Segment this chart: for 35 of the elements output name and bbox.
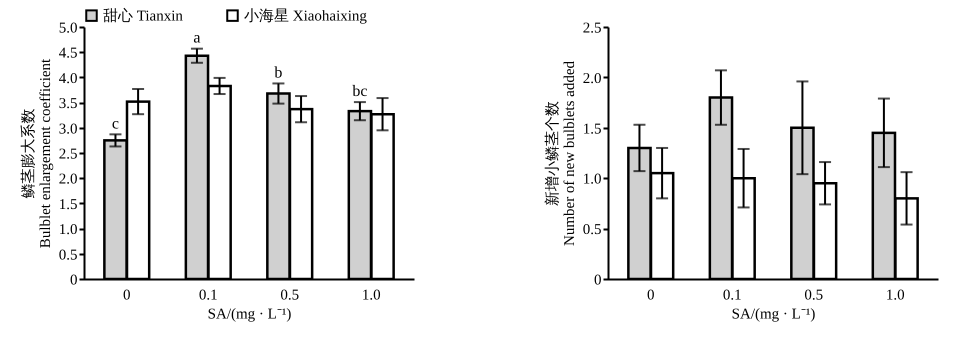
x-tick-label: 1.0: [886, 288, 905, 304]
y-tick-label: 0.5: [582, 222, 602, 238]
y-tick-label: 4.0: [58, 70, 78, 87]
y-tick-label: 5.0: [58, 20, 78, 36]
legend-label: 小海星 Xiaohaixing: [244, 8, 368, 25]
y-axis-title: 新增小鳞茎个数 Number of new bulblets added: [544, 60, 578, 246]
annotation: a: [193, 30, 200, 47]
y-tick-label: 1.0: [582, 172, 602, 188]
x-axis-title: SA/(mg · L⁻¹): [208, 306, 292, 322]
y-tick-label: 1.5: [58, 196, 78, 213]
y-tick-label: 0.5: [58, 247, 78, 264]
x-tick-label: 0.5: [804, 288, 824, 304]
x-tick-label: 0: [647, 288, 655, 304]
y-tick-label: 2.5: [58, 146, 78, 162]
x-axis-title: SA/(mg · L⁻¹): [732, 306, 816, 322]
annotation: bc: [352, 83, 368, 100]
y-tick-label: 3.0: [58, 121, 78, 138]
annotation: b: [274, 64, 282, 82]
y-tick-label: 3.5: [58, 96, 78, 112]
y-tick-label: 1.0: [58, 222, 78, 238]
y-axis-title: 鳞茎膨大系数 Bulblet enlargement coefficient: [20, 58, 54, 248]
y-tick-label: 2.5: [582, 20, 602, 36]
x-tick-label: 0.5: [280, 288, 300, 304]
x-tick-label: 0: [123, 288, 131, 304]
y-tick-label: 0: [594, 272, 602, 288]
y-tick-label: 4.5: [58, 46, 78, 62]
legend-label: 甜心 Tianxin: [103, 8, 184, 25]
y-tick-label: 2.0: [582, 70, 602, 87]
x-tick-label: 0.1: [198, 288, 218, 304]
x-tick-label: 0.1: [722, 288, 742, 304]
y-tick-label: 1.5: [582, 121, 602, 138]
annotation: c: [112, 115, 120, 132]
x-tick-label: 1.0: [362, 288, 381, 304]
y-tick-label: 0: [70, 272, 78, 288]
y-tick-label: 2.0: [58, 172, 78, 188]
